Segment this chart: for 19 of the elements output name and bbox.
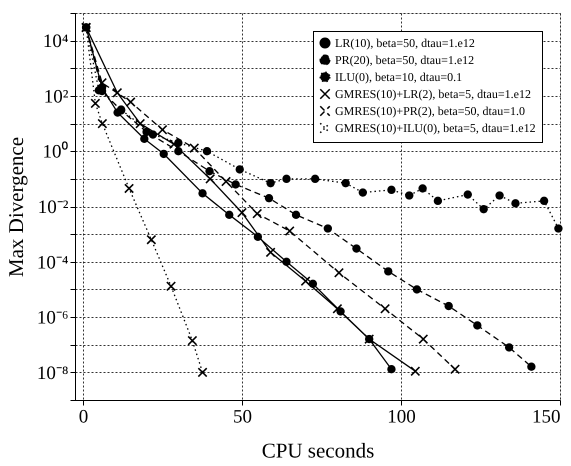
x-tick-label: 0 — [78, 406, 88, 428]
y-tick-label: 10² — [44, 86, 69, 108]
y-tick-label: 10⁻⁴ — [36, 252, 69, 274]
y-tick-label: 10⁻⁶ — [36, 308, 68, 329]
legend-label: GMRES(10)+ILU(0), beta=5, dtau=1.e12 — [335, 121, 536, 135]
legend-label: LR(10), beta=50, dtau=1.e12 — [335, 36, 475, 50]
x-tick-label: 100 — [387, 406, 416, 428]
x-tick-label: 150 — [532, 406, 560, 428]
y-tick-label: 10⁻² — [38, 197, 69, 218]
legend-label: ILU(0), beta=10, dtau=0.1 — [335, 70, 462, 84]
legend-label: GMRES(10)+PR(2), beta=50, dtau=1.0 — [335, 104, 525, 118]
y-axis-title: Max Divergence — [4, 136, 28, 278]
y-tick-label: 10⁻⁸ — [36, 362, 68, 384]
x-axis-title: CPU seconds — [262, 438, 374, 462]
y-tick-label: 10⁰ — [42, 140, 68, 163]
legend-label: GMRES(10)+LR(2), beta=5, dtau=1.e12 — [335, 87, 531, 101]
legend-label: PR(20), beta=50, dtau=1.e12 — [335, 53, 474, 67]
x-tick-label: 50 — [232, 406, 252, 428]
y-tick-label: 10⁴ — [42, 31, 69, 52]
